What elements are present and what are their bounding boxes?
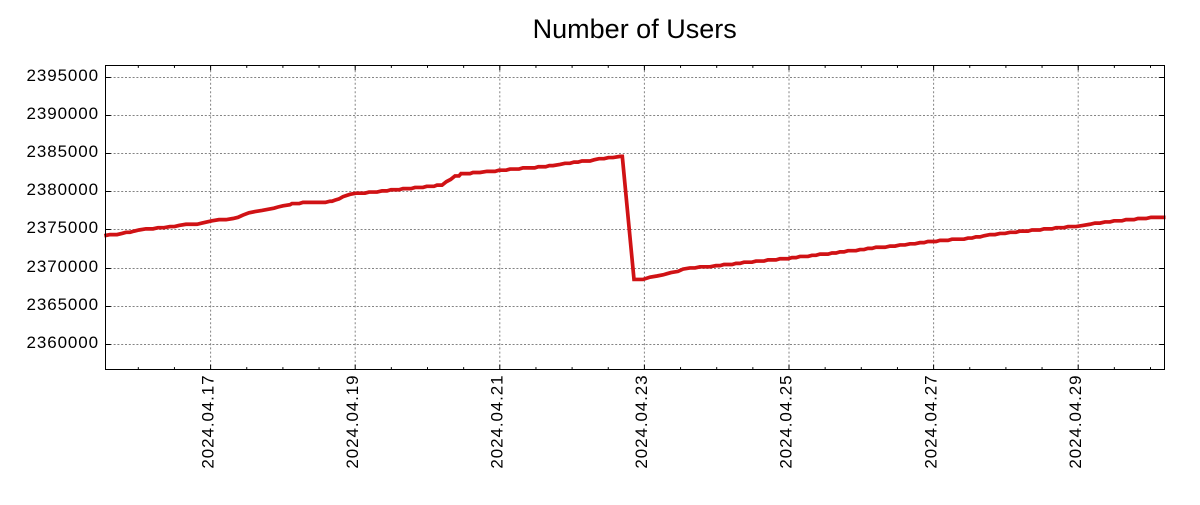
svg-text:2024.04.17: 2024.04.17 [198,375,217,469]
svg-text:2385000: 2385000 [27,142,99,161]
svg-text:2365000: 2365000 [27,295,99,314]
svg-text:2024.04.23: 2024.04.23 [632,375,651,469]
svg-text:2370000: 2370000 [27,257,99,276]
svg-text:2024.04.29: 2024.04.29 [1066,375,1085,469]
svg-text:2024.04.25: 2024.04.25 [777,375,796,469]
svg-text:Number of Users: Number of Users [533,14,737,44]
svg-text:2024.04.19: 2024.04.19 [343,375,362,469]
svg-text:2375000: 2375000 [27,218,99,237]
svg-text:2395000: 2395000 [27,66,99,85]
svg-text:2390000: 2390000 [27,104,99,123]
svg-text:2024.04.21: 2024.04.21 [488,375,507,469]
svg-text:2380000: 2380000 [27,180,99,199]
svg-text:2024.04.27: 2024.04.27 [921,375,940,469]
svg-text:2360000: 2360000 [27,333,99,352]
